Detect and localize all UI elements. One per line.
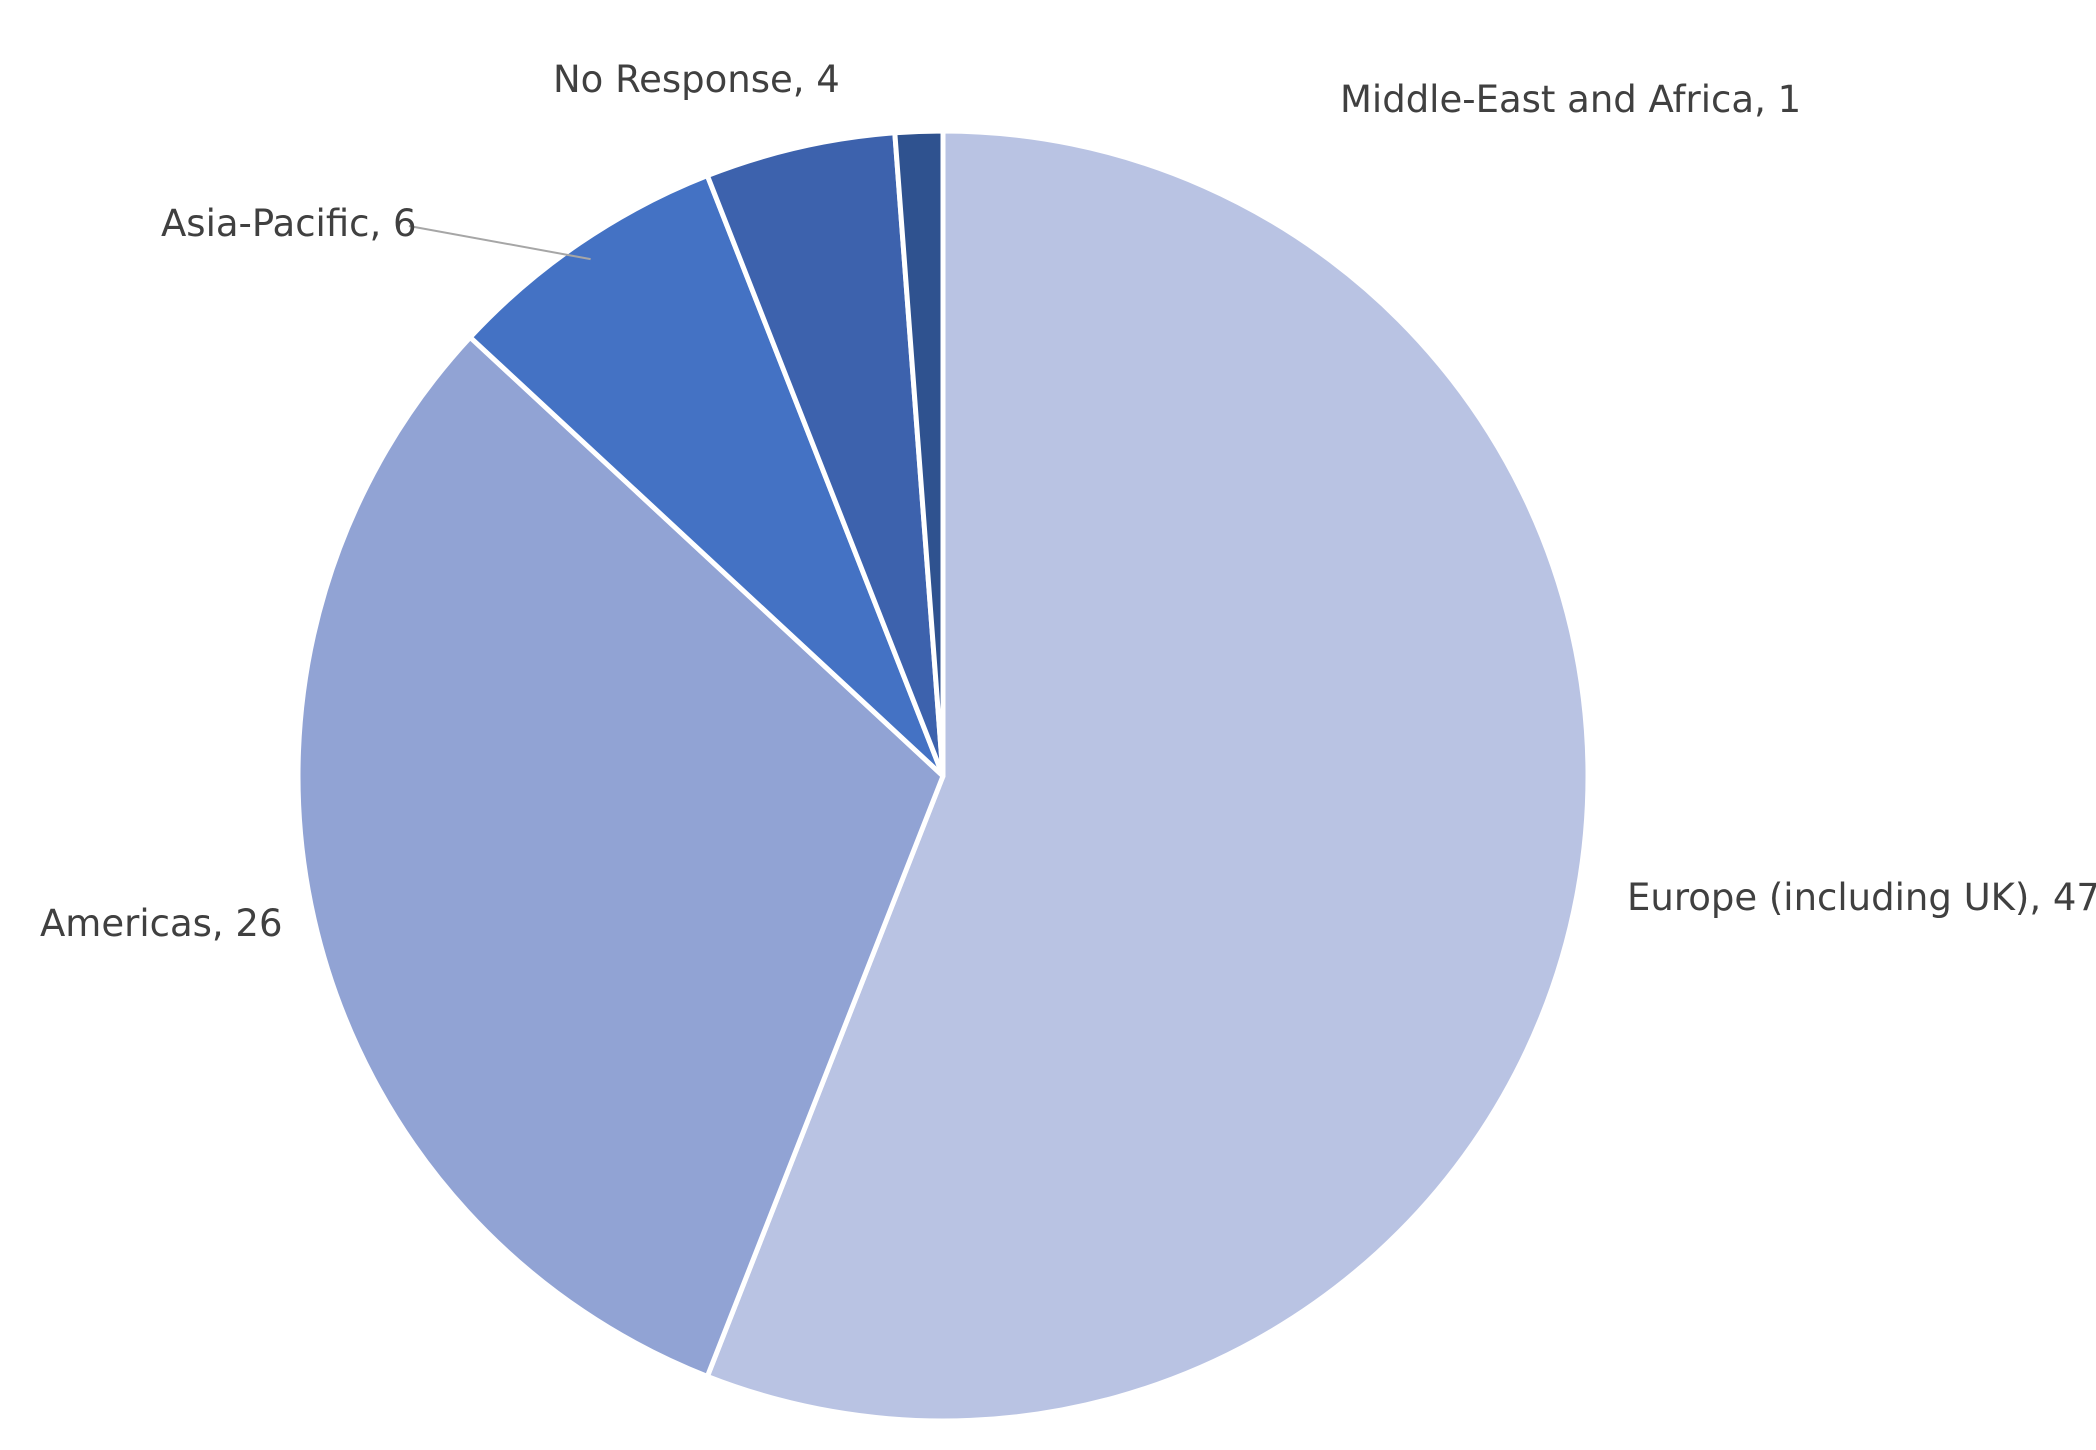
data-label-middle-east-and-africa: Middle-East and Africa, 1 [1340, 78, 1801, 121]
pie-slice-americas [295, 334, 946, 1379]
pie-slice-no-response [704, 130, 946, 779]
pie-slices [295, 128, 1591, 1424]
pie-slice-europe-including-uk [704, 128, 1591, 1424]
data-label-no-response: No Response, 4 [553, 58, 840, 101]
data-label-asia-pacific: Asia-Pacific, 6 [161, 202, 417, 245]
pie-slice-asia-pacific [467, 173, 946, 779]
leader-lines [408, 225, 591, 261]
data-labels: Europe (including UK), 47 Americas, 26 Asi… [40, 58, 2096, 945]
data-label-europe-including-uk: Europe (including UK), 47 [1627, 876, 2096, 919]
pie-slice-middle-east-and-africa [892, 128, 946, 779]
leader-line-asia-pacific [408, 225, 591, 261]
data-label-americas: Americas, 26 [40, 902, 283, 945]
